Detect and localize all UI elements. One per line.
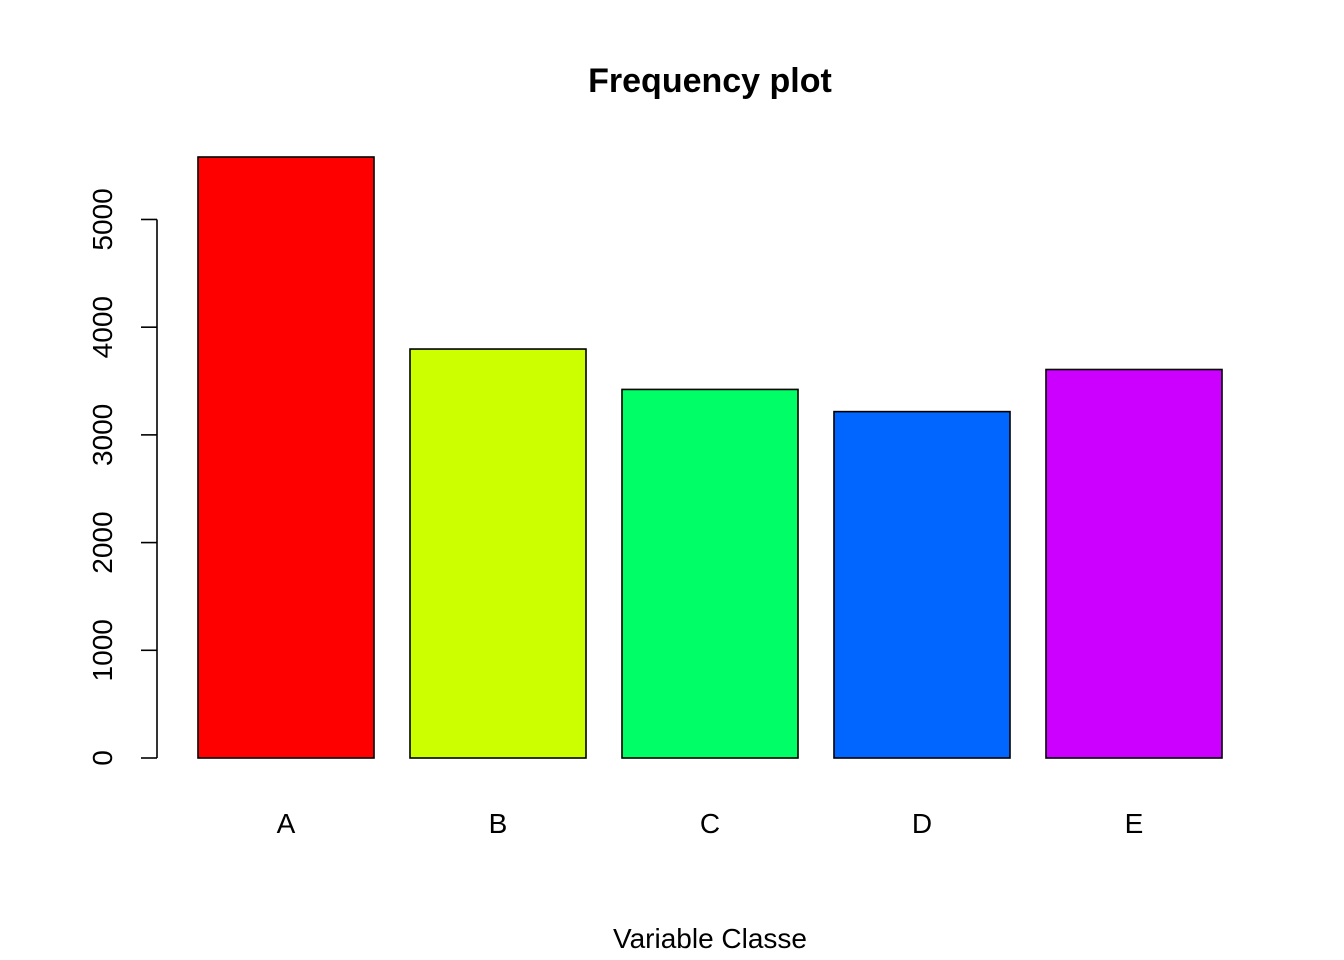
bar-b [409,348,587,759]
bars [197,156,1223,759]
y-tick-label: 4000 [87,296,118,358]
bar-a [197,156,375,759]
y-tick-label: 0 [87,750,118,766]
y-tick-label: 1000 [87,619,118,681]
x-tick-label-b: B [489,808,508,839]
x-tick-label-c: C [700,808,720,839]
x-tick-label-a: A [277,808,296,839]
x-axis-label: Variable Classe [613,923,807,954]
x-tick-label-e: E [1125,808,1144,839]
x-tick-labels: A B C D E [277,808,1144,839]
y-axis: 0 1000 2000 3000 4000 5000 [87,188,158,766]
chart-title: Frequency plot [588,62,832,100]
y-tick-label: 3000 [87,404,118,466]
y-tick-label: 2000 [87,511,118,573]
y-tick-label: 5000 [87,188,118,250]
bar-e [1045,368,1223,759]
bar-c [621,388,799,759]
bar-d [833,410,1011,759]
x-tick-label-d: D [912,808,932,839]
